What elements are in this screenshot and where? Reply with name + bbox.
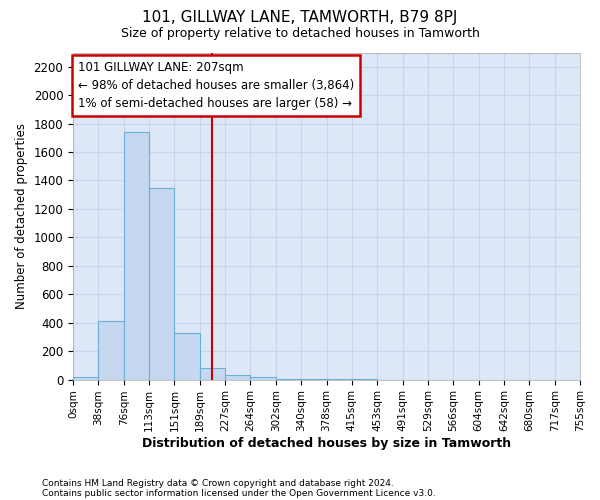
Bar	[276, 379, 301, 380]
Text: Size of property relative to detached houses in Tamworth: Size of property relative to detached ho…	[121, 28, 479, 40]
Y-axis label: Number of detached properties: Number of detached properties	[15, 123, 28, 309]
Text: 101 GILLWAY LANE: 207sqm
← 98% of detached houses are smaller (3,864)
1% of semi: 101 GILLWAY LANE: 207sqm ← 98% of detach…	[78, 60, 355, 110]
Bar	[73, 377, 98, 380]
Text: Contains public sector information licensed under the Open Government Licence v3: Contains public sector information licen…	[42, 488, 436, 498]
Bar	[124, 132, 149, 380]
Bar	[225, 376, 250, 380]
Bar	[149, 188, 175, 380]
Text: Contains HM Land Registry data © Crown copyright and database right 2024.: Contains HM Land Registry data © Crown c…	[42, 478, 394, 488]
Bar	[250, 377, 276, 380]
Bar	[200, 368, 225, 380]
X-axis label: Distribution of detached houses by size in Tamworth: Distribution of detached houses by size …	[142, 437, 511, 450]
Bar	[175, 332, 200, 380]
Bar	[98, 322, 124, 380]
Text: 101, GILLWAY LANE, TAMWORTH, B79 8PJ: 101, GILLWAY LANE, TAMWORTH, B79 8PJ	[142, 10, 458, 25]
